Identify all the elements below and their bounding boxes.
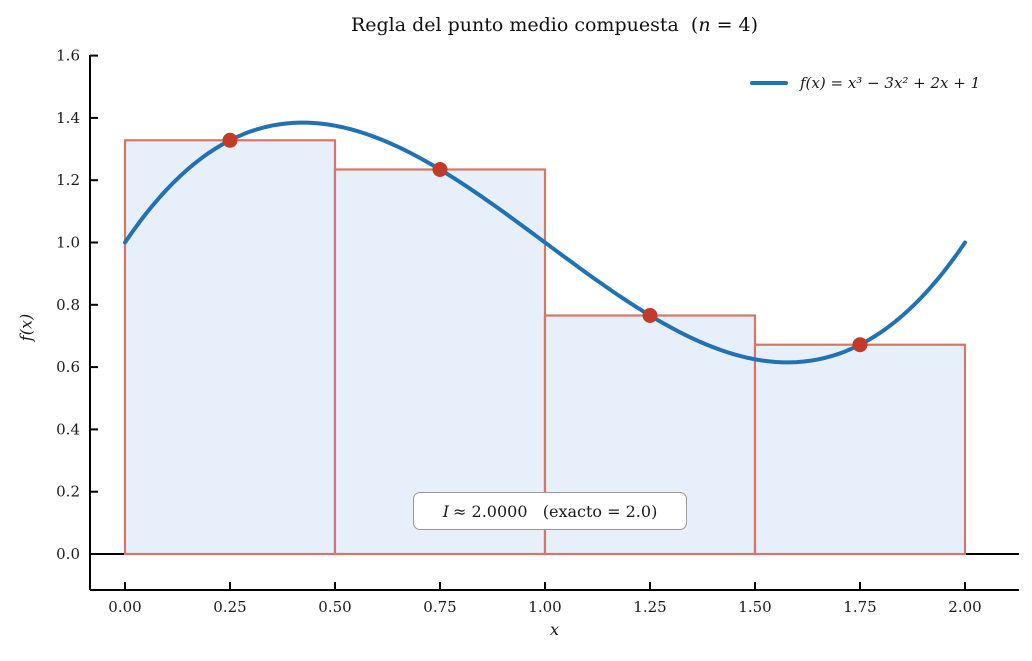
chart-title-math-open: ( [690, 14, 699, 36]
x-tick-label: 0.00 [108, 598, 141, 616]
midpoint-dot-0 [222, 132, 238, 148]
midpoint-rectangle-3 [753, 343, 967, 556]
chart-title-math-var: n [698, 14, 711, 36]
y-axis-label: f(x) [16, 313, 36, 342]
y-tick-label: 1.2 [56, 171, 80, 189]
y-tick-label: 1.0 [56, 234, 80, 252]
x-tick-label: 1.50 [738, 598, 771, 616]
y-tick-label: 0.2 [56, 483, 80, 501]
legend: f(x) = x³ − 3x² + 2x + 1 [750, 74, 980, 92]
chart-title: Regla del punto medio compuesta (n = 4) [90, 14, 1019, 36]
x-axis-label: x [549, 620, 560, 639]
x-tick-label: 0.50 [318, 598, 351, 616]
integral-annotation: I ≈ 2.0000 (exacto = 2.0) [413, 492, 687, 530]
y-tick-label: 0.6 [56, 358, 80, 376]
x-tick-label: 0.75 [423, 598, 456, 616]
midpoint-dot-1 [432, 161, 448, 177]
integral-value: ≈ 2.0000 (exacto = 2.0) [453, 501, 658, 521]
y-tick-label: 0.0 [56, 545, 80, 563]
midpoint-rectangle-1 [333, 168, 547, 556]
legend-label: f(x) = x³ − 3x² + 2x + 1 [800, 74, 981, 92]
x-tick-label: 1.75 [843, 598, 876, 616]
y-tick-label: 1.6 [56, 47, 80, 65]
x-tick-label: 2.00 [948, 598, 981, 616]
chart-title-text: Regla del punto medio compuesta [350, 14, 691, 36]
integral-symbol: I [442, 501, 450, 521]
x-tick-label: 1.25 [633, 598, 666, 616]
midpoint-dot-2 [642, 308, 658, 324]
y-tick-label: 0.4 [56, 420, 80, 438]
y-tick-label: 1.4 [56, 109, 80, 127]
midpoint-rectangle-0 [123, 139, 337, 556]
chart-title-math-rest: = 4) [710, 14, 759, 36]
legend-line-swatch [750, 81, 788, 85]
function-curve [123, 120, 967, 365]
y-tick-label: 0.8 [56, 296, 80, 314]
midpoint-dot-3 [852, 337, 868, 353]
x-tick-label: 0.25 [213, 598, 246, 616]
x-tick-label: 1.00 [528, 598, 561, 616]
